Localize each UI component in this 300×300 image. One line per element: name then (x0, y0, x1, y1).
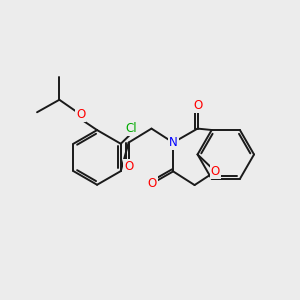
Text: O: O (193, 99, 202, 112)
Text: O: O (76, 108, 86, 121)
Text: O: O (148, 177, 157, 190)
Text: O: O (124, 160, 133, 173)
Text: O: O (211, 165, 220, 178)
Text: N: N (169, 136, 178, 149)
Text: Cl: Cl (125, 122, 137, 135)
